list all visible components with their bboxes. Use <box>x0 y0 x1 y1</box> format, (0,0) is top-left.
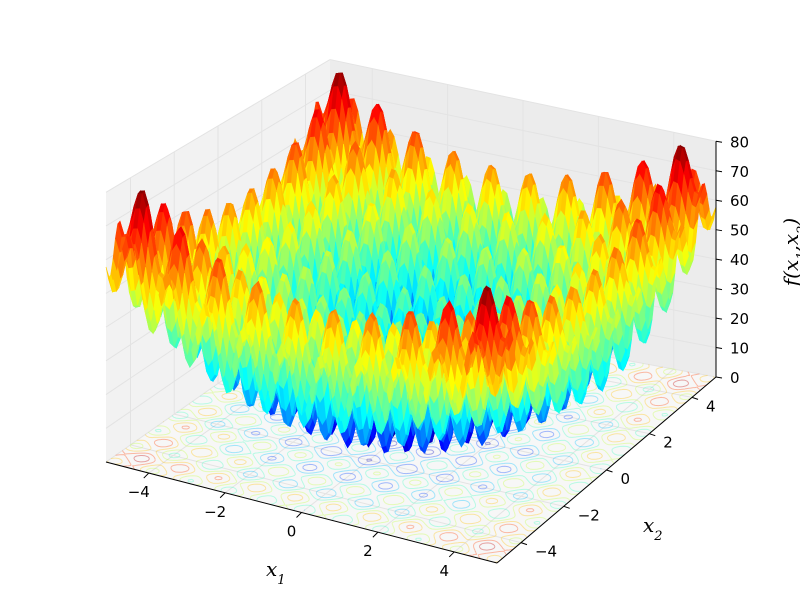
grid-line <box>329 59 717 142</box>
contour-line <box>133 314 690 551</box>
grid-line <box>174 413 564 507</box>
grid-line <box>329 89 717 172</box>
grid-line <box>105 59 331 193</box>
grid-line <box>130 444 522 544</box>
surface-mesh <box>105 72 717 454</box>
